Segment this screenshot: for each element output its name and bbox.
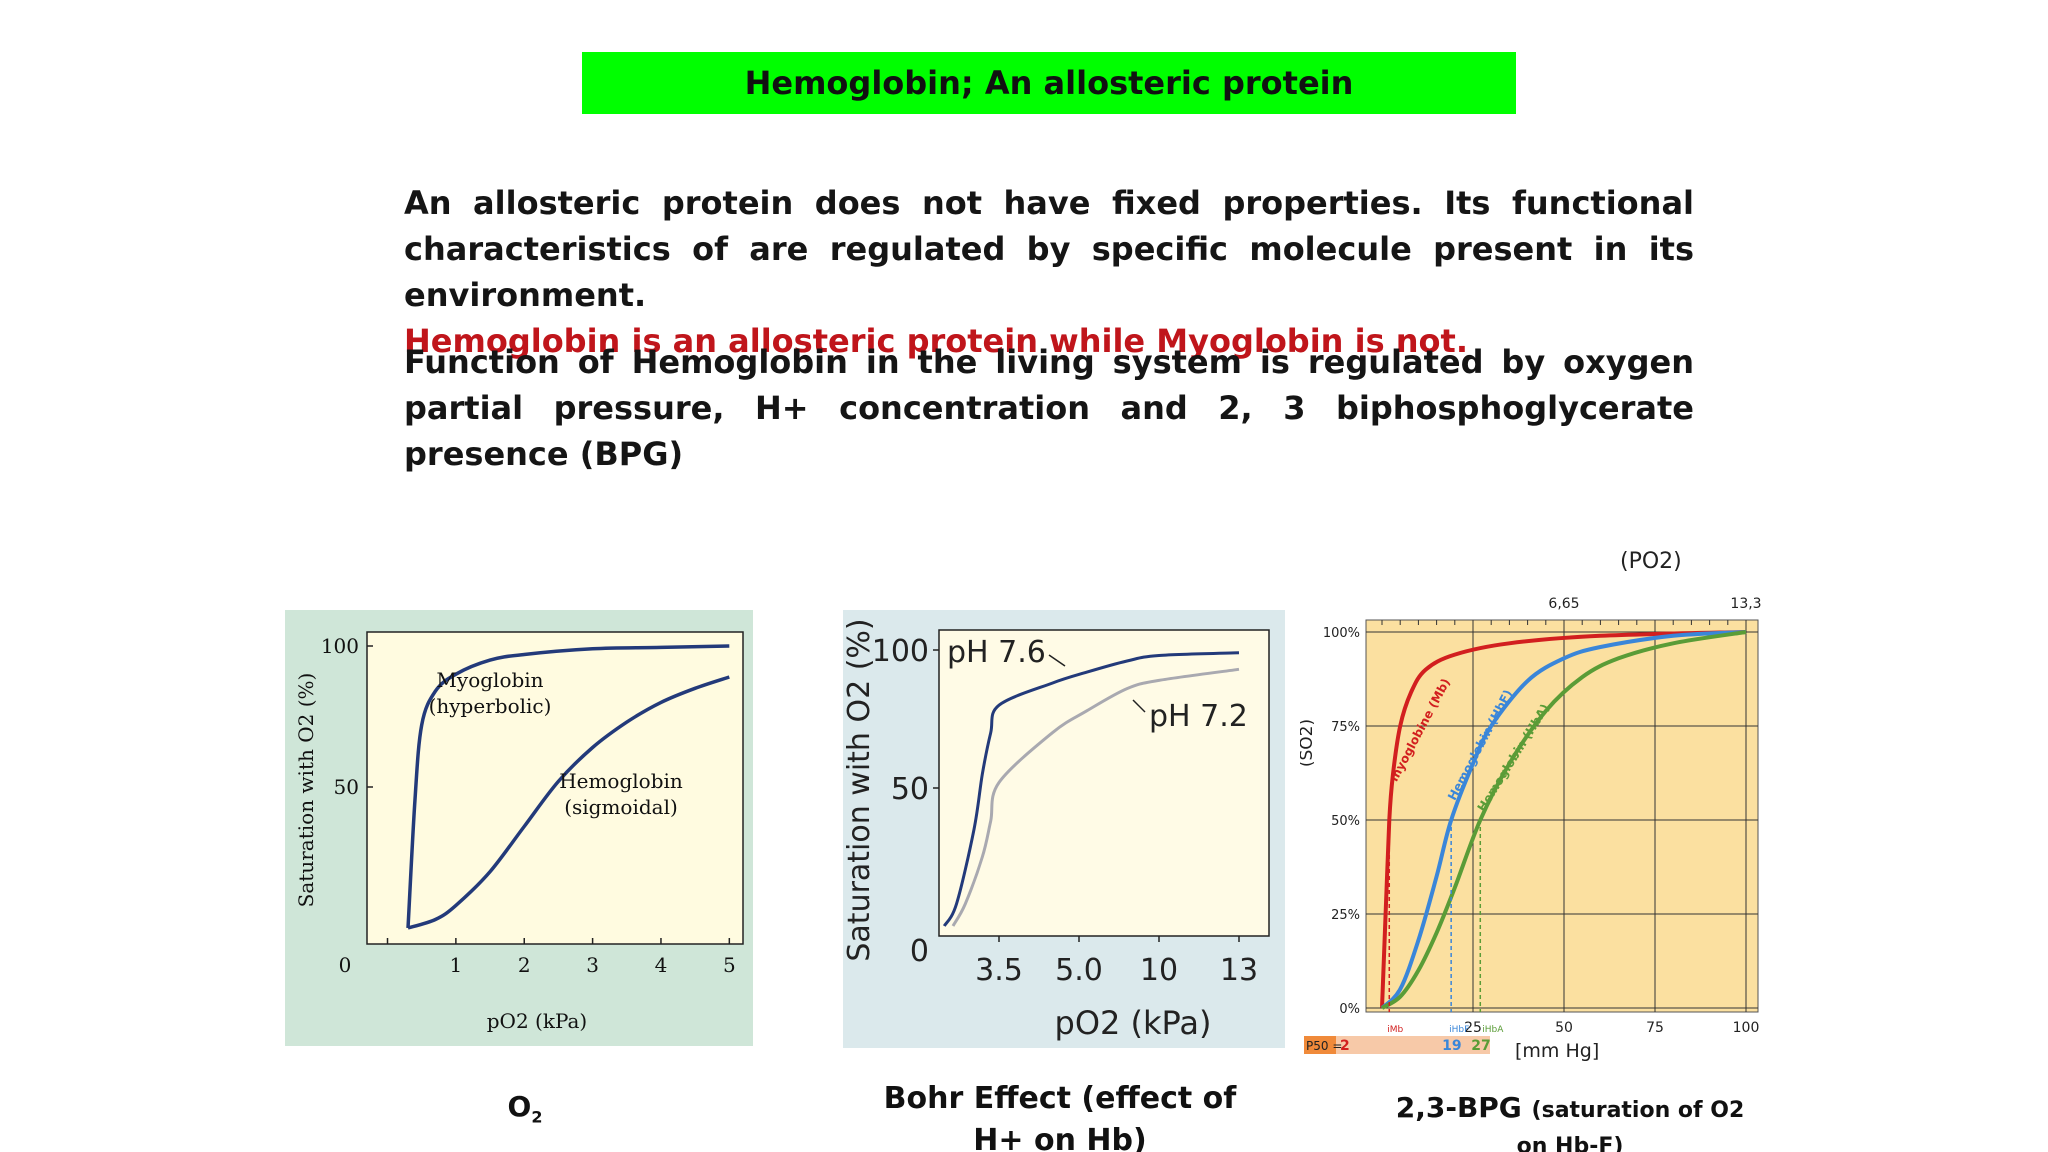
chart3-ytick-label: 75% — [1331, 720, 1360, 735]
chart2-ytick-label: 100 — [872, 634, 929, 669]
chart3-top-tick-label: 6,65 — [1548, 596, 1579, 612]
chart3-ytick-label: 100% — [1323, 626, 1360, 641]
chart3-p50-hba: 27 — [1471, 1038, 1490, 1054]
caption-o2: O2 — [470, 1090, 580, 1127]
chart2-plot-area — [938, 629, 1270, 937]
chart3-plot-area — [1365, 619, 1759, 1013]
chart3-xtick-label: 25 — [1464, 1020, 1482, 1036]
chart3-hbf-curve — [1380, 630, 1747, 1010]
title-banner: Hemoglobin; An allosteric protein — [582, 52, 1516, 114]
caption-o2-main: O — [507, 1090, 532, 1123]
caption-bohr-line1: Bohr Effect (effect of — [883, 1081, 1237, 1116]
chart3-p50-hbf: 19 — [1442, 1038, 1461, 1054]
caption-bohr-line2: H+ on Hb) — [973, 1123, 1147, 1152]
caption-bpg-small1: (saturation of O2 — [1531, 1098, 1745, 1123]
chart3-tag-hbf: iHbF — [1449, 1025, 1469, 1035]
chart1-ytick-label: 100 — [321, 634, 359, 658]
chart3-xtick-label: 75 — [1646, 1020, 1664, 1036]
chart3-xtick-label: 50 — [1555, 1020, 1573, 1036]
chart1-annotation-myoglobin: Myoglobin — [436, 668, 543, 692]
chart-o2-saturation: 0 1 2 3 4 5 50 100 Saturation with O2 (%) pO2 (… — [285, 610, 753, 1046]
chart3-ytick-label: 25% — [1331, 908, 1360, 923]
chart2-annotation-ph76: pH 7.6 — [947, 635, 1046, 670]
chart2-ytick-label: 0 — [910, 934, 929, 969]
chart1-annotation-myoglobin-type: (hyperbolic) — [429, 694, 552, 718]
chart1-hemoglobin-curve — [407, 675, 730, 930]
chart3-xlabel: [mm Hg] — [1515, 1040, 1599, 1062]
chart1-xtick-label: 2 — [518, 953, 531, 977]
chart3-ytick-label: 0% — [1339, 1002, 1360, 1017]
chart2-xtick-label: 13 — [1220, 953, 1258, 988]
chart2-annotation-ph72: pH 7.2 — [1149, 699, 1248, 734]
chart1-xtick-label: 1 — [450, 953, 463, 977]
chart3-p50-badge — [1304, 1036, 1336, 1054]
chart1-xtick-label: 5 — [723, 953, 736, 977]
caption-bpg: 2,3-BPG (saturation of O2 on Hb-F) — [1370, 1090, 1770, 1152]
chart1-annotation-hemoglobin-type: (sigmoidal) — [564, 795, 678, 819]
chart3-top-tick-label: 13,3 — [1730, 596, 1761, 612]
chart1-xlabel: pO2 (kPa) — [487, 1009, 588, 1033]
chart2-ph72-curve — [951, 667, 1240, 927]
chart2-xtick-label: 5.0 — [1055, 953, 1103, 988]
chart3-tag-hba: iHbA — [1482, 1025, 1504, 1035]
allosteric-paragraph: An allosteric protein does not have fixe… — [404, 180, 1694, 364]
chart3-ytick-label: 50% — [1331, 814, 1360, 829]
chart1-xtick-label: 0 — [339, 953, 352, 977]
chart2-xtick-label: 3.5 — [975, 953, 1023, 988]
function-paragraph: Function of Hemoglobin in the living sys… — [404, 343, 1694, 473]
caption-bpg-small2: on Hb-F) — [1516, 1134, 1624, 1152]
chart2-xlabel: pO2 (kPa) — [1055, 1004, 1212, 1042]
chart3-xtick-label: 100 — [1733, 1020, 1760, 1036]
chart1-ytick-label: 50 — [334, 775, 359, 799]
chart1-xtick-label: 3 — [586, 953, 599, 977]
chart3-top-label: (PO2) — [1620, 549, 1682, 574]
chart3-mb-curve — [1380, 630, 1747, 1009]
caption-o2-sub: 2 — [531, 1107, 543, 1127]
caption-bpg-main: 2,3-BPG — [1395, 1091, 1522, 1124]
caption-bohr: Bohr Effect (effect of H+ on Hb) — [880, 1078, 1240, 1152]
chart2-pointer-ph76 — [1048, 654, 1066, 667]
chart2-xtick-label: 10 — [1140, 953, 1178, 988]
chart1-xtick-label: 4 — [655, 953, 668, 977]
chart3-tag-mb: iMb — [1387, 1025, 1403, 1035]
chart3-p50-strip — [1304, 1036, 1490, 1054]
chart3-p50-mb: 2 — [1340, 1038, 1350, 1054]
chart3-p50-label: P50 = — [1306, 1039, 1342, 1053]
chart1-annotation-hemoglobin: Hemoglobin — [559, 769, 683, 793]
chart3-hba-curve — [1380, 630, 1747, 1010]
chart3-ylabel: (SO2) — [1300, 719, 1317, 767]
chart2-ylabel: Saturation with O2 (%) — [843, 618, 877, 961]
chart2-pointer-ph72 — [1132, 699, 1146, 713]
chart2-ytick-label: 50 — [891, 772, 929, 807]
chart2-ph76-curve — [942, 651, 1240, 927]
chart1-myoglobin-curve — [406, 644, 730, 929]
highlight-text: Hemoglobin is an allosteric protein whil… — [404, 322, 1468, 360]
page-title: Hemoglobin; An allosteric protein — [744, 64, 1354, 102]
chart1-ylabel: Saturation with O2 (%) — [294, 673, 318, 908]
allosteric-text: An allosteric protein does not have fixe… — [404, 184, 1694, 314]
